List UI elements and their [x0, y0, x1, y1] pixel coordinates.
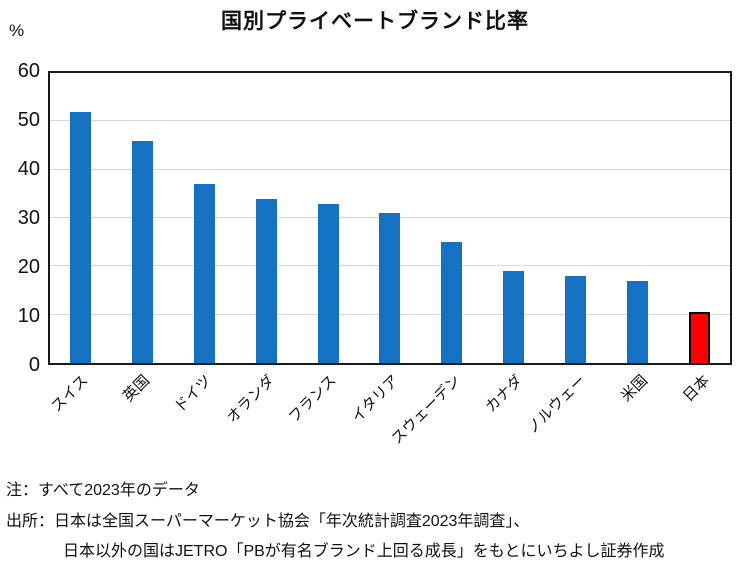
- bar-ノルウェー: [564, 276, 586, 363]
- x-axis-labels: スイス 英国 ドイツ オランダ フランス イタリア スウェーデン カナダ ノルウェー 米国 日本: [48, 372, 732, 480]
- x-axis-label: 米国: [617, 372, 651, 406]
- x-axis-label: ノルウェー: [523, 372, 589, 438]
- plot-area: [48, 71, 732, 365]
- bar-slot: [297, 73, 359, 363]
- bar-オランダ: [255, 198, 277, 363]
- bar-slot: [421, 73, 483, 363]
- bar-slot: [174, 73, 236, 363]
- bar-slot: [606, 73, 668, 363]
- y-tick-label: 10: [17, 305, 40, 327]
- y-tick-label: 30: [17, 207, 40, 229]
- y-tick-label: 60: [17, 60, 40, 82]
- bar-slot: [235, 73, 297, 363]
- gridline: [50, 120, 730, 122]
- bar-スイス: [70, 111, 92, 363]
- y-tick-label: 50: [17, 109, 40, 131]
- y-tick-label: 40: [17, 158, 40, 180]
- bar-slot: [112, 73, 174, 363]
- source-line-2: 日本以外の国はJETRO「PBが有名ブランド上回る成長」をもとにいちよし証券作成: [63, 543, 665, 560]
- source-line-1: 出所：日本は全国スーパーマーケット協会「年次統計調査2023年調査」、: [6, 513, 530, 530]
- x-axis-label: 日本: [679, 372, 713, 406]
- bar-slot: [359, 73, 421, 363]
- bar-slot: [483, 73, 545, 363]
- bar-slot: [50, 73, 112, 363]
- x-axis-label: ドイツ: [171, 372, 216, 416]
- bar-フランス: [317, 203, 339, 363]
- bar-カナダ: [503, 271, 525, 363]
- bar-日本: [688, 312, 710, 363]
- bar-ドイツ: [194, 184, 216, 363]
- x-axis-label: フランス: [285, 372, 340, 427]
- bar-英国: [132, 140, 154, 363]
- x-axis-label: イタリア: [347, 372, 403, 427]
- note-line: 注：すべて2023年のデータ: [6, 482, 200, 499]
- x-axis-label: 英国: [120, 372, 154, 406]
- x-axis-label: オランダ: [223, 372, 278, 427]
- bar-米国: [626, 280, 648, 363]
- bar-slot: [668, 73, 730, 363]
- bar-スウェーデン: [441, 242, 463, 363]
- y-axis-tick-labels: 0 10 20 30 40 50 60: [0, 61, 40, 375]
- y-tick-label: 20: [17, 256, 40, 278]
- x-axis-label: カナダ: [482, 372, 527, 416]
- x-axis-label: スイス: [47, 372, 92, 416]
- y-tick-label: 0: [28, 354, 40, 376]
- bars-container: [50, 73, 730, 363]
- bar-slot: [545, 73, 607, 363]
- y-axis-unit-label: %: [9, 21, 25, 40]
- chart-title: 国別プライベートブランド比率: [221, 10, 529, 33]
- bar-イタリア: [379, 213, 401, 363]
- gridline: [50, 168, 730, 170]
